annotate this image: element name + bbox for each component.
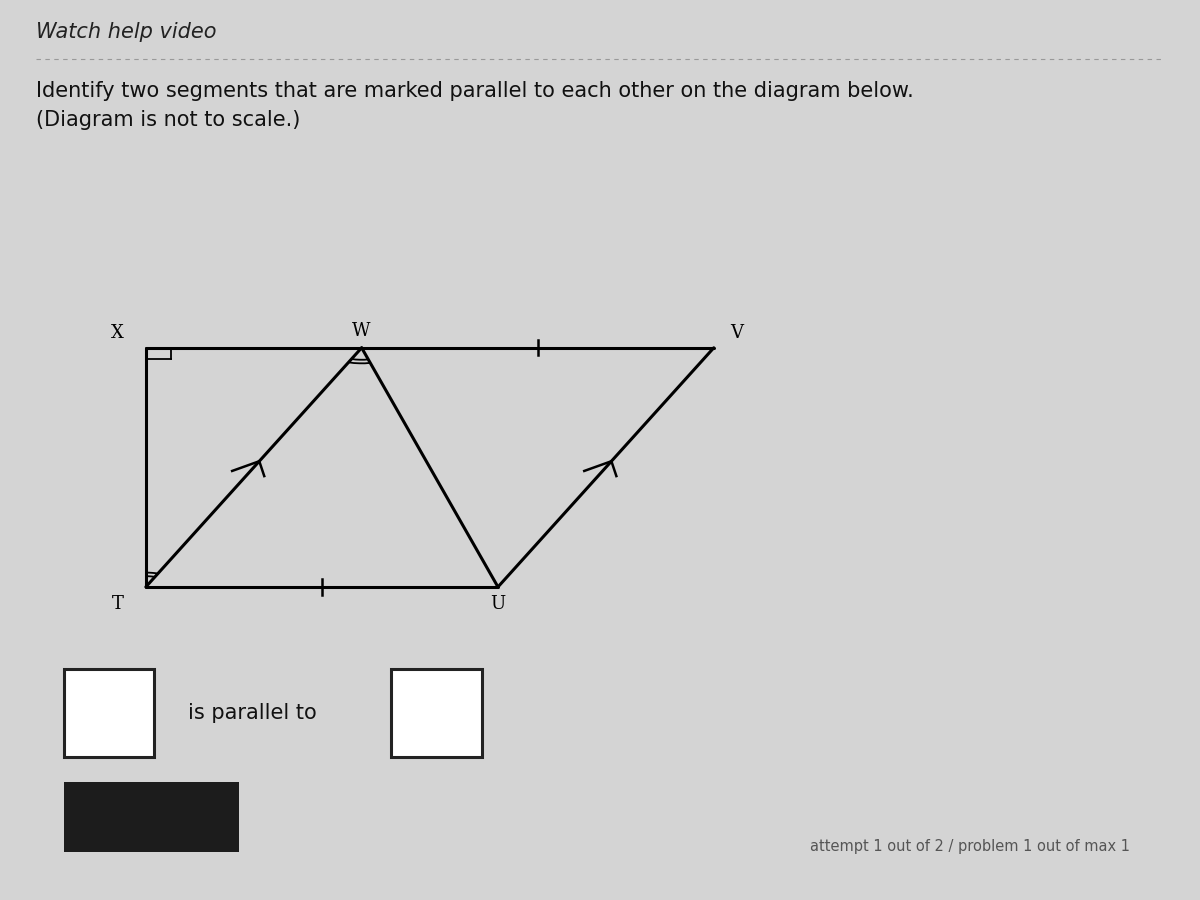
FancyBboxPatch shape [65, 782, 239, 851]
Text: attempt 1 out of 2 / problem 1 out of max 1: attempt 1 out of 2 / problem 1 out of ma… [810, 839, 1130, 853]
Text: X: X [110, 324, 124, 342]
Text: U: U [491, 595, 505, 613]
Text: V: V [730, 324, 743, 342]
Text: Submit Answer: Submit Answer [84, 809, 221, 824]
Text: is parallel to: is parallel to [188, 703, 317, 724]
FancyBboxPatch shape [391, 670, 481, 757]
FancyBboxPatch shape [65, 670, 155, 757]
Text: Watch help video: Watch help video [36, 22, 216, 42]
Text: W: W [353, 322, 371, 340]
Text: T: T [112, 595, 124, 613]
Text: Identify two segments that are marked parallel to each other on the diagram belo: Identify two segments that are marked pa… [36, 81, 913, 130]
